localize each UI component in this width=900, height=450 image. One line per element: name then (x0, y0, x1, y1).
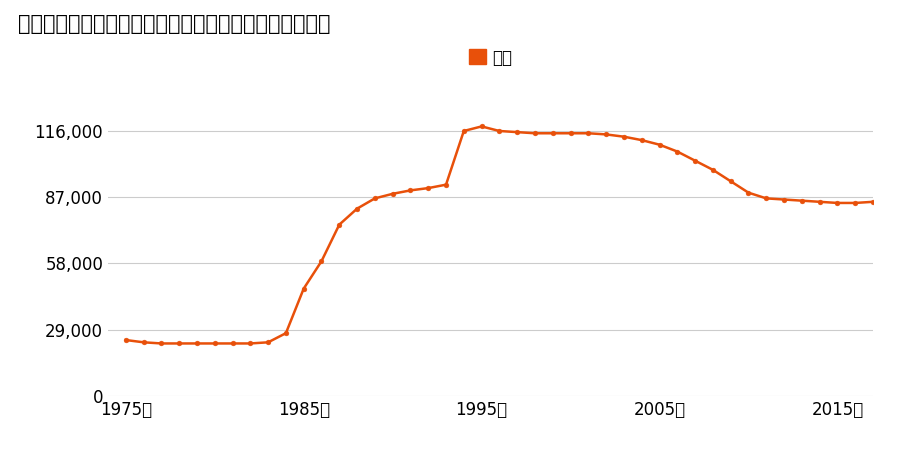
Text: 愛知県豊川市大崎町小林１５４番１ほか１筆の地価推移: 愛知県豊川市大崎町小林１５４番１ほか１筆の地価推移 (18, 14, 330, 33)
Legend: 価格: 価格 (463, 42, 518, 73)
